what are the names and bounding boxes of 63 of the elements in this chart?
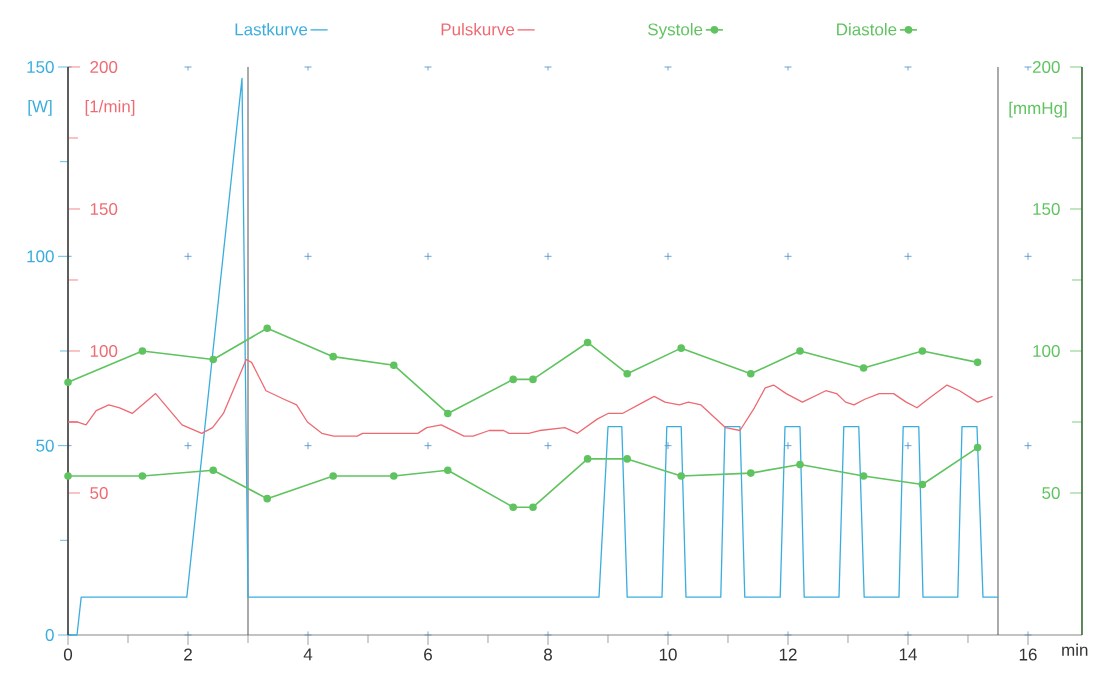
x-tick-label: 0 <box>63 648 73 661</box>
point <box>329 352 337 361</box>
point <box>444 466 452 475</box>
y3-tick-label: 50 <box>1042 486 1060 500</box>
x-tick-label: 16 <box>1019 648 1037 661</box>
x-tick-label: 12 <box>779 648 797 661</box>
y-tick-label: 100 <box>27 250 54 263</box>
y3-axis-title: [mmHg] <box>1009 101 1067 118</box>
point <box>746 469 755 477</box>
x-tick-label: 4 <box>303 648 313 661</box>
point <box>677 472 685 480</box>
point <box>918 480 927 489</box>
x-tick-label: 10 <box>659 648 677 661</box>
point <box>64 378 72 387</box>
x-axis-title: min <box>1062 643 1088 656</box>
point <box>138 347 147 355</box>
point <box>918 347 927 355</box>
point <box>973 358 982 367</box>
point <box>677 344 685 352</box>
point <box>859 364 868 372</box>
point <box>509 503 517 511</box>
point <box>623 369 631 378</box>
point <box>529 375 537 384</box>
point <box>390 361 398 369</box>
point <box>209 355 218 364</box>
point <box>796 460 804 469</box>
y3-tick-label: 200 <box>1032 60 1060 74</box>
point <box>509 375 517 384</box>
y-axis-title: [W] <box>28 99 52 116</box>
x-tick-label: 2 <box>184 648 192 661</box>
point <box>746 369 755 378</box>
point <box>263 324 271 333</box>
y-tick-label: 0 <box>45 628 54 642</box>
point <box>209 466 218 475</box>
point <box>329 472 337 480</box>
y-tick-label: 50 <box>36 439 54 452</box>
x-tick-label: 8 <box>544 648 552 661</box>
point <box>973 443 982 452</box>
point <box>623 455 631 463</box>
legend-label: Pulskurve <box>441 22 515 36</box>
legend-label: Systole <box>648 22 703 39</box>
y3-tick-label: 150 <box>1033 202 1060 216</box>
y2-tick-label: 150 <box>90 202 118 216</box>
y2-tick-label: 50 <box>90 486 108 500</box>
point <box>583 455 592 463</box>
point <box>138 472 147 480</box>
point <box>263 494 271 503</box>
point <box>444 409 452 418</box>
point <box>529 503 537 511</box>
point <box>583 338 592 347</box>
point <box>796 347 804 355</box>
legend-label: Diastole <box>837 22 897 36</box>
y3-tick-label: 100 <box>1033 344 1060 358</box>
y2-tick-label: 100 <box>90 344 118 358</box>
legend-label: Lastkurve <box>235 22 308 36</box>
point <box>390 472 398 480</box>
y-tick-label: 150 <box>27 60 54 74</box>
y2-axis-title: [1/min] <box>85 99 135 116</box>
point <box>64 472 72 480</box>
x-tick-label: 14 <box>899 648 917 661</box>
point <box>859 472 868 480</box>
y2-tick-label: 200 <box>90 60 118 74</box>
x-tick-label: 6 <box>424 648 432 661</box>
